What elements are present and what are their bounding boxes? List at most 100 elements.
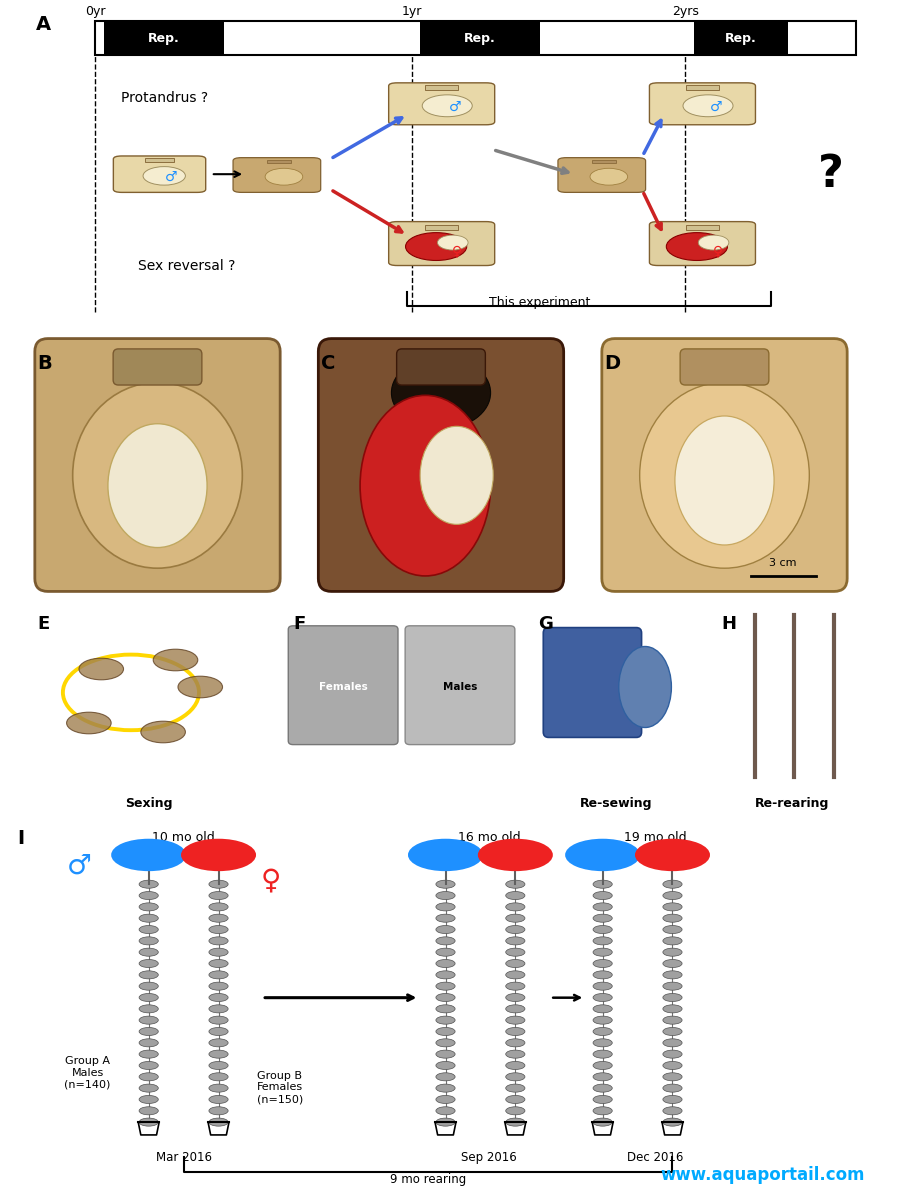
Circle shape (506, 892, 525, 900)
Text: This experiment: This experiment (490, 296, 590, 308)
Circle shape (436, 937, 455, 944)
Circle shape (140, 1084, 158, 1092)
Circle shape (663, 960, 682, 967)
Circle shape (436, 1016, 455, 1024)
Text: Rep.: Rep. (464, 31, 496, 44)
Circle shape (506, 960, 525, 967)
Circle shape (593, 1106, 612, 1115)
Text: ♂: ♂ (449, 100, 462, 114)
FancyBboxPatch shape (558, 157, 645, 192)
Circle shape (593, 1016, 612, 1024)
Circle shape (663, 902, 682, 911)
Circle shape (593, 880, 612, 888)
Circle shape (140, 1096, 158, 1104)
Circle shape (593, 948, 612, 956)
Circle shape (436, 1050, 455, 1058)
Text: ♀: ♀ (452, 245, 463, 258)
FancyBboxPatch shape (35, 338, 280, 592)
Circle shape (593, 1118, 612, 1126)
FancyBboxPatch shape (680, 349, 769, 385)
Circle shape (663, 971, 682, 979)
Circle shape (663, 937, 682, 944)
Circle shape (506, 1027, 525, 1036)
Ellipse shape (360, 395, 490, 576)
Circle shape (593, 914, 612, 923)
Circle shape (209, 892, 228, 900)
Circle shape (140, 960, 158, 967)
Circle shape (663, 1039, 682, 1046)
Ellipse shape (67, 713, 112, 734)
FancyBboxPatch shape (389, 222, 495, 265)
Text: ♂: ♂ (165, 169, 177, 184)
Text: Protandrus ?: Protandrus ? (121, 91, 208, 104)
Ellipse shape (640, 383, 809, 568)
Circle shape (506, 937, 525, 944)
Text: H: H (722, 614, 737, 634)
Circle shape (593, 1062, 612, 1069)
Circle shape (209, 1062, 228, 1069)
Circle shape (140, 994, 158, 1002)
Circle shape (436, 1073, 455, 1081)
Circle shape (506, 880, 525, 888)
Circle shape (436, 982, 455, 990)
Circle shape (140, 937, 158, 944)
Circle shape (663, 1062, 682, 1069)
Circle shape (593, 1027, 612, 1036)
Circle shape (593, 902, 612, 911)
FancyBboxPatch shape (650, 222, 755, 265)
Circle shape (506, 971, 525, 979)
Circle shape (436, 1027, 455, 1036)
Circle shape (506, 1073, 525, 1081)
Circle shape (593, 1084, 612, 1092)
Circle shape (209, 925, 228, 934)
Circle shape (140, 1050, 158, 1058)
Bar (267, 160, 291, 163)
Text: Sexing: Sexing (125, 797, 172, 810)
Circle shape (663, 880, 682, 888)
Circle shape (593, 994, 612, 1002)
FancyBboxPatch shape (405, 625, 515, 744)
Ellipse shape (683, 95, 733, 116)
Circle shape (436, 1062, 455, 1069)
Circle shape (663, 892, 682, 900)
Circle shape (663, 914, 682, 923)
Circle shape (506, 914, 525, 923)
Circle shape (182, 840, 256, 870)
Circle shape (209, 1084, 228, 1092)
Ellipse shape (619, 647, 671, 727)
Bar (146, 158, 174, 162)
FancyBboxPatch shape (544, 628, 642, 737)
Ellipse shape (422, 95, 472, 116)
Circle shape (209, 982, 228, 990)
Bar (592, 160, 616, 163)
Circle shape (140, 948, 158, 956)
Circle shape (140, 1027, 158, 1036)
Bar (104, 22, 224, 55)
Ellipse shape (79, 658, 123, 679)
Ellipse shape (392, 356, 491, 428)
Text: Sep 2016: Sep 2016 (462, 1152, 517, 1164)
Ellipse shape (178, 677, 222, 697)
Circle shape (209, 914, 228, 923)
Bar (686, 224, 719, 229)
Circle shape (112, 840, 185, 870)
Text: Mar 2016: Mar 2016 (156, 1152, 212, 1164)
Circle shape (663, 1027, 682, 1036)
Circle shape (566, 840, 639, 870)
Text: A: A (35, 16, 50, 34)
Bar (694, 22, 788, 55)
Text: 19 mo old: 19 mo old (624, 832, 687, 844)
Text: ♂: ♂ (67, 852, 91, 880)
Circle shape (140, 1004, 158, 1013)
FancyBboxPatch shape (233, 157, 320, 192)
Text: ♀: ♀ (261, 866, 281, 894)
Circle shape (209, 1106, 228, 1115)
Circle shape (209, 1050, 228, 1058)
Circle shape (140, 1118, 158, 1126)
Circle shape (209, 902, 228, 911)
Text: G: G (538, 614, 553, 634)
Circle shape (140, 1106, 158, 1115)
Text: Rep.: Rep. (148, 31, 180, 44)
Text: Dec 2016: Dec 2016 (626, 1152, 683, 1164)
Text: Group A
Males
(n=140): Group A Males (n=140) (65, 1056, 111, 1090)
